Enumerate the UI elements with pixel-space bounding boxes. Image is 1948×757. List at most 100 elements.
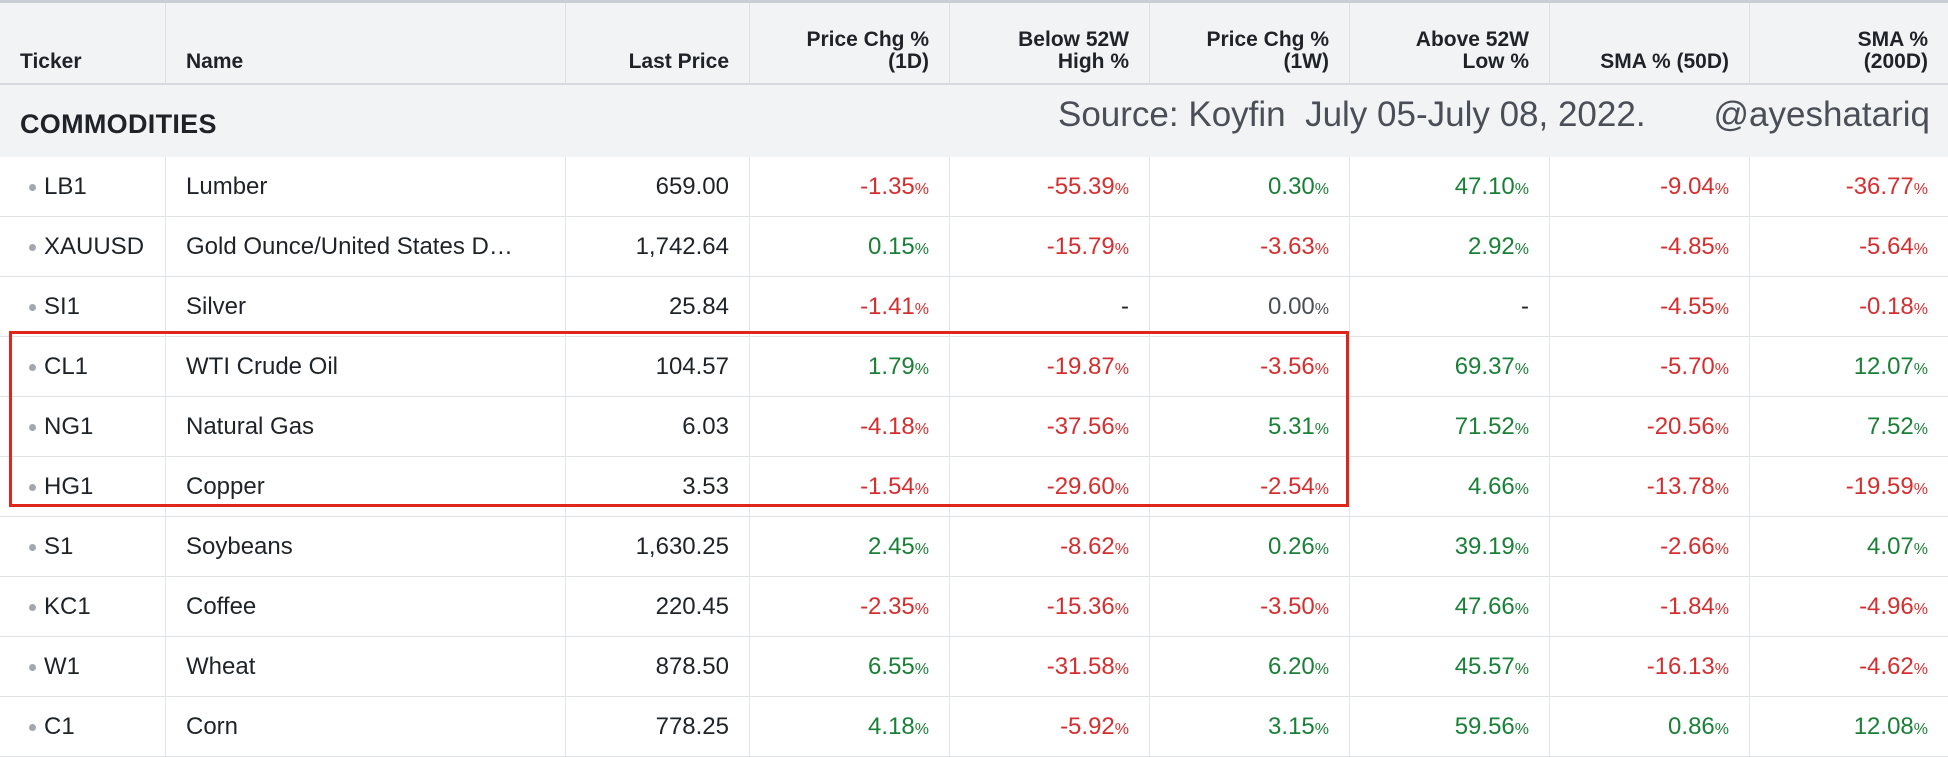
value-text: -37.56 bbox=[1046, 413, 1115, 440]
value-text: -2.66 bbox=[1660, 533, 1715, 560]
ticker-text: HG1 bbox=[44, 473, 94, 500]
bullet-dot-icon bbox=[29, 184, 36, 191]
table-row[interactable]: HG1 Copper 3.53 -1.54% -29.60% -2.54% 4.66% -13… bbox=[0, 457, 1948, 517]
percent-sign: % bbox=[1314, 181, 1329, 198]
percent-sign: % bbox=[1114, 721, 1129, 738]
ticker-cell[interactable]: HG1 bbox=[0, 457, 166, 516]
ticker-cell[interactable]: W1 bbox=[0, 637, 166, 696]
sma-50d-cell: -9.04% bbox=[1550, 157, 1750, 216]
price-chg-1d-cell: 1.79% bbox=[750, 337, 950, 396]
table-row[interactable]: XAUUSD Gold Ounce/United States D… 1,742.6… bbox=[0, 217, 1948, 277]
column-header-price-chg-1d[interactable]: Price Chg % (1D) bbox=[750, 3, 950, 83]
author-handle: @ayeshatariq bbox=[1713, 95, 1930, 134]
percent-sign: % bbox=[1714, 421, 1729, 438]
value-text: 0.15 bbox=[868, 233, 915, 260]
sma-50d-cell: -1.84% bbox=[1550, 577, 1750, 636]
value-text: -20.56 bbox=[1646, 413, 1715, 440]
value-text: -31.58 bbox=[1046, 653, 1115, 680]
value-text: -16.13 bbox=[1646, 653, 1715, 680]
ticker-cell[interactable]: S1 bbox=[0, 517, 166, 576]
name-cell: Gold Ounce/United States D… bbox=[166, 217, 566, 276]
value-text: 0.86 bbox=[1668, 713, 1715, 740]
table-row[interactable]: W1 Wheat 878.50 6.55% -31.58% 6.20% 45.57% -16.… bbox=[0, 637, 1948, 697]
table-row[interactable]: NG1 Natural Gas 6.03 -4.18% -37.56% 5.31% 71.5… bbox=[0, 397, 1948, 457]
percent-sign: % bbox=[1114, 661, 1129, 678]
table-row[interactable]: CL1 WTI Crude Oil 104.57 1.79% -19.87% -3.56%… bbox=[0, 337, 1948, 397]
section-header-commodities: COMMODITIES Source: Koyfin July 05-July … bbox=[0, 85, 1948, 158]
name-cell: Natural Gas bbox=[166, 397, 566, 456]
price-chg-1w-cell: 6.20% bbox=[1150, 637, 1350, 696]
percent-sign: % bbox=[1913, 481, 1928, 498]
value-text: -5.70 bbox=[1660, 353, 1715, 380]
name-cell: Coffee bbox=[166, 577, 566, 636]
percent-sign: % bbox=[1314, 541, 1329, 558]
price-chg-1d-cell: 6.55% bbox=[750, 637, 950, 696]
value-text: 4.07 bbox=[1867, 533, 1914, 560]
table-row[interactable]: C1 Corn 778.25 4.18% -5.92% 3.15% 59.56% 0.86% 1… bbox=[0, 697, 1948, 757]
column-header-name[interactable]: Name bbox=[166, 3, 566, 83]
column-header-below-52w-high[interactable]: Below 52W High % bbox=[950, 3, 1150, 83]
sma-50d-cell: -13.78% bbox=[1550, 457, 1750, 516]
above-52w-low-cell: 2.92% bbox=[1350, 217, 1550, 276]
price-chg-1w-cell: 0.30% bbox=[1150, 157, 1350, 216]
percent-sign: % bbox=[1714, 661, 1729, 678]
column-header-price-chg-1w[interactable]: Price Chg % (1W) bbox=[1150, 3, 1350, 83]
column-header-last-price[interactable]: Last Price bbox=[566, 3, 750, 83]
column-header-sma-200d[interactable]: SMA % (200D) bbox=[1750, 3, 1948, 83]
percent-sign: % bbox=[1114, 541, 1129, 558]
percent-sign: % bbox=[1714, 301, 1729, 318]
table-row[interactable]: S1 Soybeans 1,630.25 2.45% -8.62% 0.26% 39.19%… bbox=[0, 517, 1948, 577]
column-header-above-52w-low[interactable]: Above 52W Low % bbox=[1350, 3, 1550, 83]
ticker-text: SI1 bbox=[44, 293, 81, 320]
ticker-text: S1 bbox=[44, 533, 74, 560]
ticker-cell[interactable]: XAUUSD bbox=[0, 217, 166, 276]
ticker-text: W1 bbox=[44, 653, 80, 680]
percent-sign: % bbox=[1913, 301, 1928, 318]
table-row[interactable]: LB1 Lumber 659.00 -1.35% -55.39% 0.30% 47.10% -… bbox=[0, 157, 1948, 217]
value-text: - bbox=[1121, 293, 1129, 320]
value-text: -2.35 bbox=[860, 593, 915, 620]
percent-sign: % bbox=[1714, 601, 1729, 618]
percent-sign: % bbox=[914, 301, 929, 318]
ticker-cell[interactable]: SI1 bbox=[0, 277, 166, 336]
value-text: 5.31 bbox=[1268, 413, 1315, 440]
percent-sign: % bbox=[1514, 481, 1529, 498]
above-52w-low-cell: 39.19% bbox=[1350, 517, 1550, 576]
percent-sign: % bbox=[1514, 601, 1529, 618]
column-header-ticker[interactable]: Ticker bbox=[0, 3, 166, 83]
ticker-cell[interactable]: CL1 bbox=[0, 337, 166, 396]
ticker-cell[interactable]: KC1 bbox=[0, 577, 166, 636]
value-text: -1.35 bbox=[860, 173, 915, 200]
value-text: -5.64 bbox=[1859, 233, 1914, 260]
table-row[interactable]: KC1 Coffee 220.45 -2.35% -15.36% -3.50% 47.66%… bbox=[0, 577, 1948, 637]
ticker-cell[interactable]: NG1 bbox=[0, 397, 166, 456]
value-text: 71.52 bbox=[1454, 413, 1515, 440]
ticker-cell[interactable]: LB1 bbox=[0, 157, 166, 216]
bullet-dot-icon bbox=[29, 544, 36, 551]
below-52w-high-cell: -15.79% bbox=[950, 217, 1150, 276]
header-line-1: Price Chg % bbox=[806, 28, 929, 51]
percent-sign: % bbox=[1514, 721, 1529, 738]
value-text: -4.96 bbox=[1859, 593, 1914, 620]
value-text: -1.84 bbox=[1660, 593, 1715, 620]
value-text: -2.54 bbox=[1260, 473, 1315, 500]
below-52w-high-cell: -55.39% bbox=[950, 157, 1150, 216]
bullet-dot-icon bbox=[29, 304, 36, 311]
percent-sign: % bbox=[1114, 241, 1129, 258]
percent-sign: % bbox=[1714, 721, 1729, 738]
header-line-2: (200D) bbox=[1863, 50, 1928, 73]
value-text: -8.62 bbox=[1060, 533, 1115, 560]
value-text: -3.50 bbox=[1260, 593, 1315, 620]
above-52w-low-cell: 4.66% bbox=[1350, 457, 1550, 516]
name-cell: Lumber bbox=[166, 157, 566, 216]
price-chg-1w-cell: -3.50% bbox=[1150, 577, 1350, 636]
value-text: 0.30 bbox=[1268, 173, 1315, 200]
last-price-cell: 6.03 bbox=[566, 397, 750, 456]
column-header-sma-50d[interactable]: SMA % (50D) bbox=[1550, 3, 1750, 83]
below-52w-high-cell: -8.62% bbox=[950, 517, 1150, 576]
sma-200d-cell: -19.59% bbox=[1750, 457, 1948, 516]
name-cell: Soybeans bbox=[166, 517, 566, 576]
value-text: -4.62 bbox=[1859, 653, 1914, 680]
ticker-cell[interactable]: C1 bbox=[0, 697, 166, 756]
table-row[interactable]: SI1 Silver 25.84 -1.41% -0.00% - -4.55% -0.18% bbox=[0, 277, 1948, 337]
